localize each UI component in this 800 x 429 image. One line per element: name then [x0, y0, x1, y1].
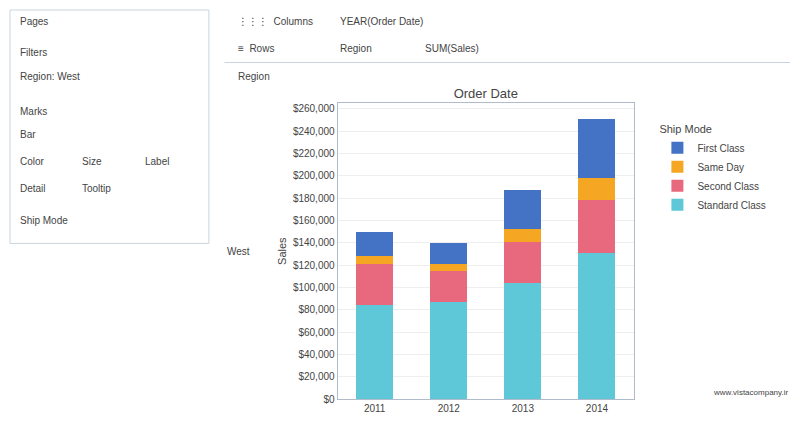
- svg-text:$60,000: $60,000: [298, 327, 335, 338]
- svg-text:$160,000: $160,000: [293, 215, 335, 226]
- svg-text:Ship Mode: Ship Mode: [659, 123, 712, 135]
- svg-text:Label: Label: [145, 156, 169, 167]
- svg-text:$100,000: $100,000: [293, 282, 335, 293]
- svg-text:First Class: First Class: [697, 143, 744, 154]
- svg-text:2011: 2011: [364, 403, 386, 414]
- svg-text:2014: 2014: [586, 403, 609, 414]
- svg-text:$40,000: $40,000: [298, 349, 335, 360]
- svg-text:YEAR(Order Date): YEAR(Order Date): [340, 16, 423, 27]
- svg-text:Region: Region: [238, 71, 270, 82]
- svg-text:Detail: Detail: [20, 183, 46, 194]
- svg-text:$140,000: $140,000: [293, 237, 335, 248]
- svg-text:Order Date: Order Date: [454, 86, 518, 101]
- svg-text:Color: Color: [20, 156, 45, 167]
- svg-text:Pages: Pages: [20, 16, 48, 27]
- svg-text:Bar: Bar: [20, 129, 36, 140]
- svg-text:Sales: Sales: [276, 237, 288, 265]
- svg-text:Second Class: Second Class: [697, 181, 759, 192]
- svg-text:$120,000: $120,000: [293, 260, 335, 271]
- svg-text:2013: 2013: [512, 403, 535, 414]
- svg-text:Standard Class: Standard Class: [697, 200, 765, 211]
- svg-text:Marks: Marks: [20, 106, 47, 117]
- svg-text:Region: Region: [340, 43, 372, 54]
- svg-text:$0: $0: [323, 394, 335, 405]
- svg-text:Size: Size: [82, 156, 102, 167]
- svg-text:$220,000: $220,000: [293, 148, 335, 159]
- svg-text:≡ Rows: ≡ Rows: [238, 43, 274, 54]
- svg-text:Region: West: Region: West: [20, 71, 80, 82]
- svg-text:$240,000: $240,000: [293, 126, 335, 137]
- svg-text:$200,000: $200,000: [293, 170, 335, 181]
- svg-text:Tooltip: Tooltip: [82, 183, 111, 194]
- svg-text:Ship Mode: Ship Mode: [20, 215, 68, 226]
- svg-text:⋮⋮⋮ Columns: ⋮⋮⋮ Columns: [238, 16, 313, 27]
- svg-text:SUM(Sales): SUM(Sales): [425, 43, 479, 54]
- svg-text:Same Day: Same Day: [697, 162, 744, 173]
- svg-text:West: West: [227, 246, 250, 257]
- svg-text:www.vistacompany.ir: www.vistacompany.ir: [713, 388, 788, 397]
- svg-text:$20,000: $20,000: [298, 371, 335, 382]
- svg-text:2012: 2012: [438, 403, 461, 414]
- svg-text:Filters: Filters: [20, 47, 47, 58]
- svg-text:$260,000: $260,000: [293, 103, 335, 114]
- svg-text:$80,000: $80,000: [298, 304, 335, 315]
- svg-text:$180,000: $180,000: [293, 193, 335, 204]
